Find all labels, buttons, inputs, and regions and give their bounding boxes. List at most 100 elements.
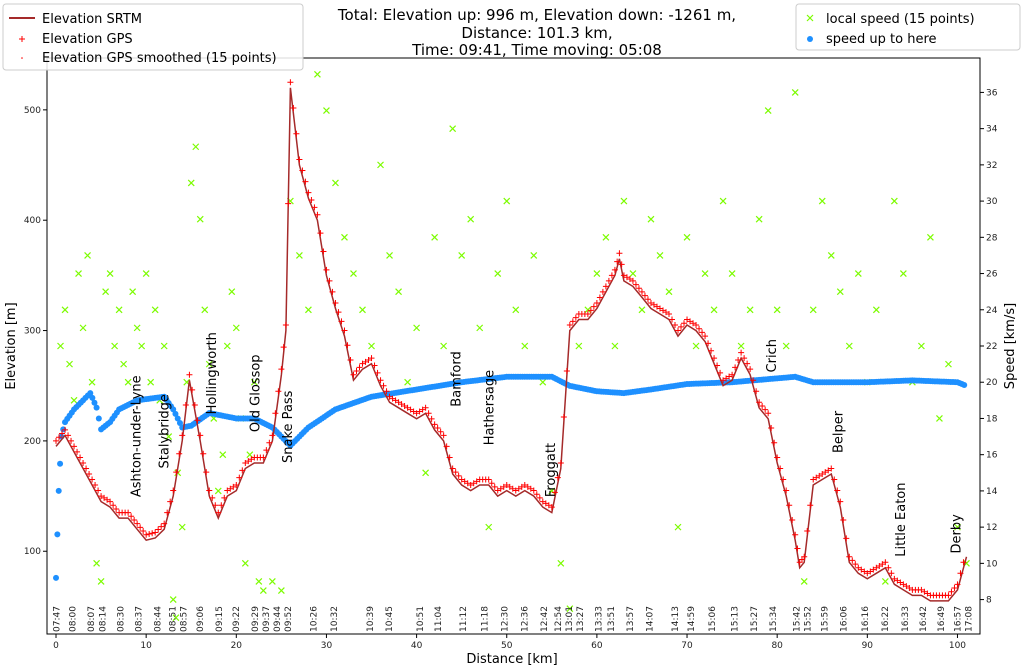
y2-tick-label: 28 [986,233,998,243]
local-speed-point [512,306,520,314]
elevation-gps-point [506,483,513,490]
time-label: 13:27 [576,606,586,632]
time-label: 12:42 [540,606,550,632]
time-label: 09:29 [251,606,261,632]
place-label: Belper [832,410,847,453]
elevation-gps-point [203,469,210,476]
time-label: 16:49 [937,606,947,632]
y2-tick-label: 20 [986,378,998,388]
local-speed-point [165,433,173,440]
local-speed-point [241,559,249,567]
elevation-gps-point [470,480,477,487]
place-label: Little Eaton [894,482,909,556]
local-speed-point [268,578,276,585]
elevation-gps-point [68,437,75,444]
avg-speed-series [53,373,968,581]
time-label: 08:00 [69,606,79,632]
elevation-gps-point [179,432,186,439]
y2-tick-label: 34 [986,125,998,135]
y2-axis-label: Speed [km/s] [1003,303,1018,389]
elevation-gps-point [837,498,844,505]
local-speed-point [138,342,146,350]
elevation-gps-point [602,283,609,290]
time-label: 08:44 [153,606,163,632]
elevation-gps-point [843,535,850,542]
local-speed-point [746,306,754,314]
elevation-gps-point [131,516,138,523]
local-speed-point [232,324,240,332]
local-speed-point [701,270,709,277]
elevation-gps-point [918,586,925,593]
local-speed-point [530,252,538,259]
avg-speed-point [87,390,94,397]
local-speed-point [809,306,817,314]
elevation-gps-point [888,570,895,577]
local-speed-point [88,378,96,386]
elevation-gps-point [789,516,796,523]
elevation-gps-point [218,502,225,509]
time-label: 14:07 [646,606,656,632]
elevation-gps-point [305,189,312,196]
time-label: 15:27 [750,606,760,632]
local-speed-point [593,270,601,277]
local-speed-point [764,107,772,114]
elevation-gps-point [338,318,345,325]
time-label: 15:13 [730,606,740,632]
elevation-gps-point [59,430,66,437]
local-speed-point [192,143,200,151]
y2-tick-label: 16 [986,451,998,461]
local-speed-point [710,306,718,314]
elevation-gps-point [566,322,573,329]
elevation-gps-point [900,581,907,588]
local-speed-point [656,252,664,259]
elevation-gps-point [215,509,222,516]
time-label: 08:07 [87,606,97,632]
elevation-gps-point [864,570,871,577]
local-speed-point [521,342,529,350]
time-label: 10:26 [309,606,319,632]
elevation-gps-point [320,248,327,255]
local-speed-point [755,215,763,223]
legend-local-speed: local speed (15 points) [826,12,975,27]
time-label: 15:59 [821,606,831,632]
time-labels: 07:47 08:00 08:07 08:14 08:30 08:37 08:44 08:51… [53,606,975,632]
elevation-gps-point [473,478,480,485]
local-speed-point [890,197,898,205]
local-speed-point [259,587,267,594]
local-speed-point [196,215,204,223]
local-speed-point [575,342,583,350]
local-speed-point [205,360,213,368]
elevation-gps-point [280,344,287,351]
elevation-gps-point [236,474,243,481]
time-label: 16:33 [901,606,911,632]
elevation-gps-point [335,309,342,316]
elevation-gps-point [840,516,847,523]
elevation-gps-point [311,204,318,211]
elevation-gps-point [794,545,801,552]
avg-speed-point [170,406,177,413]
local-speed-point [228,288,236,296]
elevation-gps-point [383,388,390,395]
local-speed-point [773,306,781,314]
local-speed-point [800,578,808,585]
elevation-gps-point [275,388,282,395]
elevation-gps-point [551,489,558,496]
elevation-gps-point [879,561,886,568]
elevation-gps-point [714,362,721,369]
local-speed-point [341,233,348,241]
local-speed-point [827,252,835,259]
elevation-gps-point [155,526,162,533]
elevation-gps-point [666,311,672,317]
place-label: Snake Pass [281,390,296,463]
local-speed-point [647,215,655,223]
elevation-gps-point [629,277,636,284]
elevation-gps-point [362,358,369,365]
avg-speed-point [93,404,100,411]
elevation-gps-point [539,498,546,505]
time-label: 11:12 [459,606,469,632]
elevation-gps-point [242,459,249,466]
x-tick-label: 70 [681,641,693,651]
elevation-gps-point [885,564,892,571]
elevation-gps-point [101,494,108,501]
local-speed-point [404,378,412,386]
